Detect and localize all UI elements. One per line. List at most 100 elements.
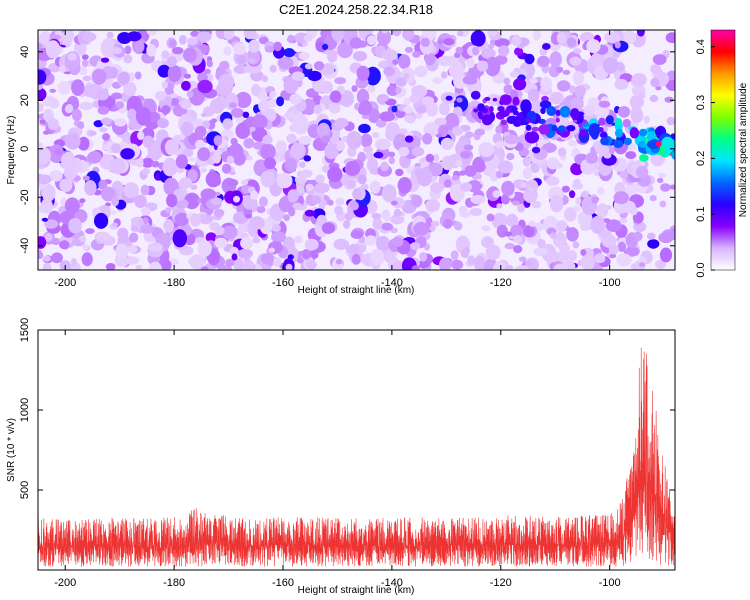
heatmap-cell bbox=[429, 225, 436, 232]
heatmap-cell bbox=[546, 107, 554, 113]
heatmap-cell bbox=[629, 95, 644, 110]
heatmap-y-tick-label: 0 bbox=[19, 146, 31, 152]
heatmap-cell bbox=[481, 48, 496, 59]
heatmap-cell bbox=[558, 147, 567, 157]
heatmap-cell bbox=[275, 140, 287, 153]
heatmap-cell bbox=[134, 194, 147, 208]
heatmap-cell bbox=[102, 133, 111, 141]
heatmap-x-label: Height of straight line (km) bbox=[298, 285, 415, 296]
heatmap-cell bbox=[664, 96, 674, 103]
heatmap-cell bbox=[411, 85, 428, 98]
heatmap-cell bbox=[38, 174, 52, 185]
heatmap-cell bbox=[524, 131, 540, 144]
heatmap-cell bbox=[111, 222, 118, 227]
heatmap-cell bbox=[318, 84, 330, 93]
heatmap-cell bbox=[166, 56, 177, 67]
heatmap-cell bbox=[137, 131, 145, 141]
colorbar-tick-label: 0.3 bbox=[695, 95, 707, 110]
heatmap-cell bbox=[466, 57, 475, 69]
heatmap-cell bbox=[252, 237, 261, 244]
heatmap-cell bbox=[517, 119, 522, 123]
heatmap-cell bbox=[251, 114, 268, 130]
heatmap-cell bbox=[358, 100, 373, 116]
heatmap-cell bbox=[579, 130, 588, 137]
heatmap-cell bbox=[512, 200, 520, 206]
heatmap-cell bbox=[671, 150, 675, 160]
heatmap-cell bbox=[117, 227, 129, 239]
heatmap-cell bbox=[481, 225, 491, 232]
heatmap-cell bbox=[304, 63, 313, 70]
heatmap-cell bbox=[432, 77, 443, 85]
colorbar-tick-label: 0.1 bbox=[695, 207, 707, 222]
heatmap-cell bbox=[123, 182, 140, 199]
heatmap-cell bbox=[81, 54, 89, 60]
heatmap-cell bbox=[545, 176, 560, 186]
heatmap-cell bbox=[346, 179, 357, 189]
heatmap-cell bbox=[569, 56, 582, 66]
heatmap-cell bbox=[639, 92, 646, 99]
figure-title: C2E1.2024.258.22.34.R18 bbox=[279, 2, 433, 17]
heatmap-cell bbox=[106, 31, 114, 39]
heatmap-cell bbox=[414, 112, 423, 119]
heatmap-cell bbox=[372, 217, 383, 230]
heatmap-cell bbox=[214, 226, 225, 236]
heatmap-cell bbox=[518, 256, 527, 263]
heatmap-cell bbox=[398, 146, 410, 157]
heatmap-cell bbox=[81, 59, 89, 68]
snr-y-tick-label: 1500 bbox=[19, 318, 31, 342]
heatmap-cell bbox=[608, 244, 619, 255]
heatmap-cell bbox=[636, 165, 649, 179]
heatmap-cell bbox=[398, 54, 411, 69]
heatmap-cell bbox=[596, 203, 609, 218]
heatmap-cell bbox=[307, 70, 322, 82]
heatmap-cell bbox=[180, 121, 194, 137]
heatmap-cell bbox=[44, 219, 59, 229]
heatmap-cell bbox=[660, 183, 671, 192]
heatmap-cell bbox=[365, 151, 374, 160]
heatmap-cell bbox=[402, 30, 415, 41]
heatmap-cell bbox=[531, 200, 542, 209]
heatmap-cell bbox=[358, 123, 371, 134]
heatmap-cell bbox=[566, 125, 576, 132]
heatmap-cell bbox=[45, 40, 61, 59]
heatmap-cell bbox=[612, 51, 620, 59]
heatmap-cell bbox=[514, 47, 524, 56]
heatmap-cell bbox=[622, 30, 637, 45]
heatmap-cell bbox=[549, 195, 564, 213]
heatmap-cell bbox=[412, 51, 421, 58]
heatmap-cell bbox=[38, 87, 47, 101]
heatmap-cell bbox=[94, 212, 109, 229]
heatmap-cell bbox=[197, 147, 211, 162]
heatmap-cell bbox=[344, 161, 361, 176]
heatmap-cell bbox=[371, 213, 382, 220]
heatmap-cell bbox=[383, 66, 396, 77]
heatmap-cell bbox=[243, 30, 257, 40]
heatmap-cell bbox=[403, 97, 411, 106]
heatmap-cell bbox=[619, 170, 628, 179]
heatmap-cell bbox=[219, 60, 230, 71]
heatmap-cell bbox=[223, 46, 232, 56]
heatmap-cell bbox=[284, 157, 297, 173]
heatmap-cell bbox=[111, 196, 119, 207]
heatmap-cell bbox=[525, 260, 532, 268]
heatmap-cell bbox=[440, 137, 454, 150]
heatmap-cell bbox=[605, 219, 622, 232]
heatmap-cell bbox=[431, 220, 440, 227]
heatmap-cell bbox=[100, 57, 110, 63]
heatmap-cell bbox=[573, 178, 581, 188]
heatmap-cell bbox=[304, 238, 319, 251]
heatmap-cell bbox=[505, 108, 511, 115]
heatmap-y-tick-label: 20 bbox=[19, 94, 31, 106]
heatmap-cell bbox=[205, 171, 221, 188]
heatmap-cell bbox=[233, 42, 246, 55]
heatmap-cell bbox=[500, 94, 512, 105]
heatmap-cell bbox=[276, 172, 293, 189]
heatmap-cell bbox=[269, 64, 277, 73]
heatmap-cell bbox=[250, 190, 259, 201]
heatmap-cell bbox=[417, 260, 430, 269]
snr-x-tick-label: -140 bbox=[381, 577, 403, 589]
heatmap-cell bbox=[613, 191, 629, 205]
heatmap-cell bbox=[304, 209, 315, 217]
heatmap-cell bbox=[419, 251, 428, 262]
heatmap-cell bbox=[464, 131, 474, 139]
